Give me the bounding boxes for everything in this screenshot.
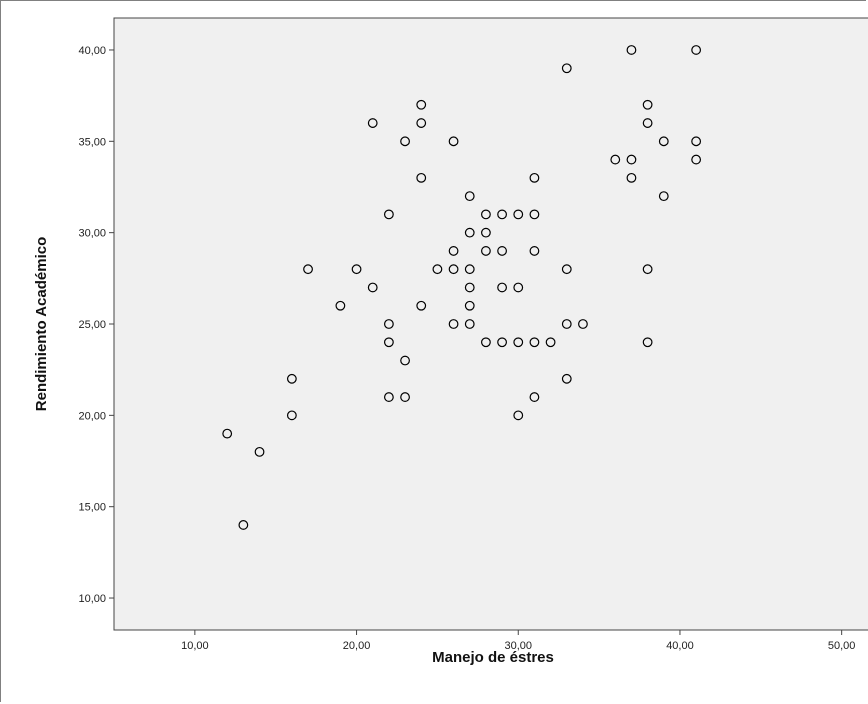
- x-tick-label: 20,00: [343, 640, 371, 652]
- data-point: [416, 118, 427, 128]
- data-point: [626, 45, 637, 55]
- data-point: [497, 209, 507, 220]
- data-point: [561, 373, 572, 384]
- x-tick-label: 40,00: [666, 640, 694, 652]
- data-point: [545, 337, 556, 348]
- data-point: [529, 337, 540, 348]
- data-point: [335, 300, 346, 311]
- data-point: [464, 264, 475, 275]
- plot-area: [113, 17, 868, 631]
- data-point: [432, 264, 443, 275]
- y-tick-label: 20,00: [78, 410, 106, 422]
- data-point: [448, 319, 459, 329]
- data-point: [238, 520, 249, 530]
- data-point: [254, 446, 265, 457]
- data-point: [497, 337, 507, 348]
- data-point: [464, 227, 475, 238]
- data-point: [513, 209, 524, 220]
- data-point: [529, 392, 540, 402]
- data-point: [497, 282, 507, 293]
- y-tick-label: 10,00: [78, 593, 106, 605]
- data-point: [642, 264, 653, 275]
- data-point: [626, 172, 637, 183]
- y-tick-label: 40,00: [78, 45, 106, 57]
- data-point: [642, 99, 653, 110]
- data-points: [222, 45, 702, 530]
- data-point: [481, 209, 491, 220]
- data-point: [481, 246, 491, 256]
- y-tick-label: 25,00: [78, 319, 106, 331]
- data-point: [351, 264, 362, 275]
- data-point: [448, 246, 459, 256]
- data-point: [610, 154, 621, 165]
- data-point: [448, 136, 459, 147]
- data-point: [367, 118, 378, 128]
- data-point: [416, 99, 427, 110]
- data-point: [303, 264, 313, 275]
- data-point: [286, 410, 297, 421]
- data-point: [464, 300, 475, 311]
- data-point: [513, 282, 524, 293]
- data-point: [513, 410, 524, 421]
- data-point: [642, 118, 653, 128]
- data-point: [464, 191, 475, 202]
- data-point: [481, 227, 491, 238]
- data-point: [691, 45, 702, 55]
- data-point: [561, 63, 572, 74]
- data-point: [691, 154, 702, 165]
- data-point: [642, 337, 653, 348]
- data-point: [464, 282, 475, 293]
- data-point: [383, 319, 394, 329]
- data-point: [400, 136, 410, 147]
- data-point: [691, 136, 702, 147]
- y-tick-label: 15,00: [78, 502, 106, 514]
- data-point: [529, 246, 540, 256]
- data-point: [578, 319, 588, 329]
- x-tick-label: 10,00: [181, 640, 209, 652]
- x-tick-label: 30,00: [504, 640, 532, 652]
- data-point: [497, 246, 507, 256]
- data-point: [561, 319, 572, 329]
- y-axis-title: Rendimiento Académico: [33, 237, 50, 411]
- data-point: [658, 136, 669, 147]
- data-point: [222, 428, 233, 439]
- data-point: [448, 264, 459, 275]
- data-point: [286, 373, 297, 384]
- x-axis: 10,00 20,00 30,00 40,00 50,00: [181, 630, 855, 652]
- data-point: [464, 319, 475, 329]
- data-point: [416, 172, 427, 183]
- x-axis-title: Manejo de éstres: [432, 649, 554, 666]
- data-point: [400, 392, 410, 402]
- data-point: [383, 209, 394, 220]
- data-point: [529, 209, 540, 220]
- y-axis: 10,00 15,00 20,00 25,00 30,00 35,00 40,00: [78, 45, 114, 605]
- x-tick-label: 50,00: [828, 640, 856, 652]
- data-point: [561, 264, 572, 275]
- data-point: [658, 191, 669, 202]
- data-point: [481, 337, 491, 348]
- data-point: [383, 392, 394, 402]
- data-point: [383, 337, 394, 348]
- data-point: [400, 355, 410, 366]
- y-tick-label: 35,00: [78, 136, 106, 148]
- data-point: [626, 154, 637, 165]
- y-tick-label: 30,00: [78, 228, 106, 240]
- data-point: [367, 282, 378, 293]
- data-point: [513, 337, 524, 348]
- data-point: [529, 172, 540, 183]
- data-point: [416, 300, 427, 311]
